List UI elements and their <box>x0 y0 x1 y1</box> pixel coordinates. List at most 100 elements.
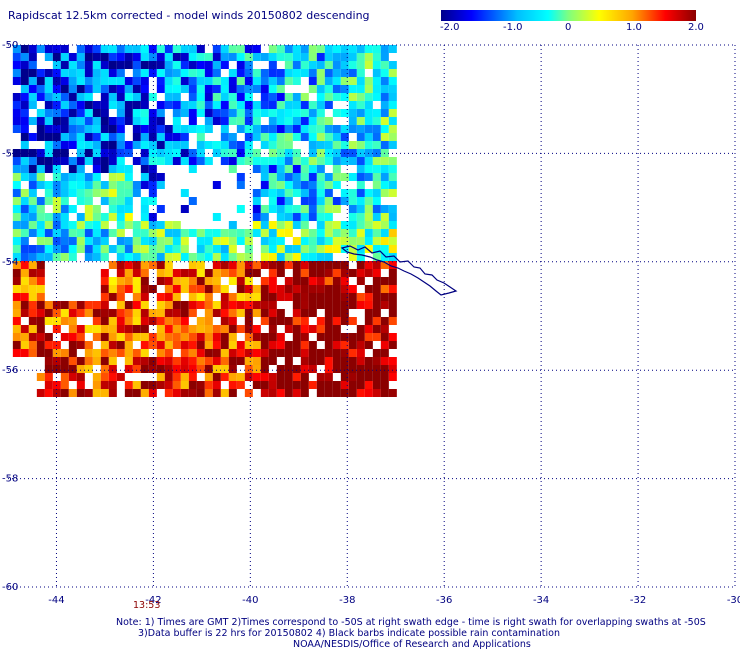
wind-cell <box>36 69 45 77</box>
wind-cell <box>36 373 45 381</box>
wind-cell <box>124 117 133 125</box>
wind-cell <box>212 61 221 69</box>
wind-cell <box>348 69 357 77</box>
wind-cell <box>132 157 141 165</box>
wind-cell <box>188 261 197 269</box>
wind-cell <box>308 69 317 77</box>
wind-cell <box>140 101 149 109</box>
wind-cell <box>140 173 149 181</box>
wind-cell <box>84 309 93 317</box>
wind-cell <box>364 389 373 397</box>
wind-cell <box>220 109 229 117</box>
wind-cell <box>60 357 69 365</box>
wind-cell <box>308 261 317 269</box>
wind-cell <box>92 181 101 189</box>
wind-cell <box>388 141 397 149</box>
wind-cell <box>276 133 285 141</box>
y-tick-label: -60 <box>2 582 18 593</box>
wind-cell <box>300 285 309 293</box>
wind-cell <box>260 93 269 101</box>
wind-cell <box>204 309 213 317</box>
wind-cell <box>364 85 373 93</box>
wind-cell <box>76 157 85 165</box>
wind-cell <box>260 373 269 381</box>
wind-cell <box>12 109 21 117</box>
wind-cell <box>260 365 269 373</box>
wind-cell <box>252 301 261 309</box>
wind-cell <box>340 173 349 181</box>
wind-cell <box>172 245 181 253</box>
wind-cell <box>340 245 349 253</box>
wind-cell <box>212 141 221 149</box>
wind-cell <box>84 181 93 189</box>
wind-cell <box>292 309 301 317</box>
wind-cell <box>260 389 269 397</box>
wind-cell <box>260 221 269 229</box>
wind-cell <box>364 317 373 325</box>
wind-cell <box>204 381 213 389</box>
wind-cell <box>356 261 365 269</box>
wind-cell <box>236 77 245 85</box>
colorbar-label-min: -2.0 <box>440 22 460 33</box>
wind-cell <box>76 141 85 149</box>
wind-cell <box>380 245 389 253</box>
wind-cell <box>12 125 21 133</box>
wind-cell <box>108 309 117 317</box>
wind-cell <box>308 197 317 205</box>
wind-cell <box>76 133 85 141</box>
wind-cell <box>228 301 237 309</box>
wind-cell <box>196 229 205 237</box>
wind-cell <box>124 85 133 93</box>
wind-cell <box>300 261 309 269</box>
wind-cell <box>300 309 309 317</box>
wind-cell <box>148 189 157 197</box>
wind-cell <box>276 245 285 253</box>
wind-cell <box>76 221 85 229</box>
x-tick-label: -36 <box>436 595 452 606</box>
wind-cell <box>188 333 197 341</box>
wind-cell <box>156 261 165 269</box>
wind-cell <box>124 269 133 277</box>
wind-cell <box>292 189 301 197</box>
wind-cell <box>308 109 317 117</box>
wind-cell <box>68 317 77 325</box>
wind-cell <box>116 189 125 197</box>
wind-cell <box>204 117 213 125</box>
wind-cell <box>44 309 53 317</box>
wind-cell <box>388 317 397 325</box>
wind-cell <box>340 333 349 341</box>
wind-cell <box>356 45 365 53</box>
wind-cell <box>60 349 69 357</box>
wind-cell <box>92 237 101 245</box>
wind-cell <box>60 253 69 261</box>
wind-cell <box>140 205 149 213</box>
wind-cell <box>276 173 285 181</box>
wind-cell <box>292 237 301 245</box>
wind-cell <box>380 381 389 389</box>
wind-cell <box>284 285 293 293</box>
wind-cell <box>84 53 93 61</box>
wind-cell <box>12 45 21 53</box>
wind-cell <box>388 109 397 117</box>
wind-cell <box>100 229 109 237</box>
wind-cell <box>28 341 37 349</box>
wind-cell <box>68 237 77 245</box>
wind-cell <box>164 253 173 261</box>
wind-cell <box>172 277 181 285</box>
wind-cell <box>244 389 253 397</box>
wind-cell <box>380 125 389 133</box>
wind-cell <box>140 125 149 133</box>
wind-cell <box>260 293 269 301</box>
wind-cell <box>124 317 133 325</box>
wind-cell <box>388 221 397 229</box>
wind-cell <box>276 125 285 133</box>
wind-cell <box>36 325 45 333</box>
wind-cell <box>132 141 141 149</box>
wind-cell <box>20 333 29 341</box>
wind-cell <box>140 341 149 349</box>
wind-cell <box>100 101 109 109</box>
wind-cell <box>188 253 197 261</box>
wind-cell <box>44 45 53 53</box>
wind-cell <box>148 197 157 205</box>
wind-cell <box>28 333 37 341</box>
